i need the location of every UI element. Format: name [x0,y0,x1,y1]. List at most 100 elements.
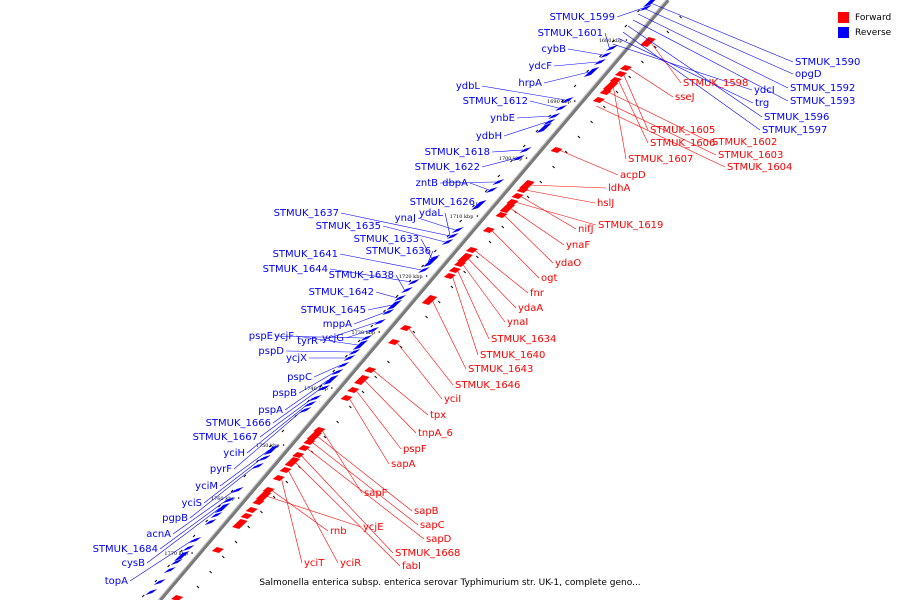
reverse-label-leader [420,238,432,259]
reverse-gene-label: pgpB [162,513,188,524]
forward-label-leader [431,299,467,370]
reverse-label-leader [612,43,753,91]
minor-feature-mark [218,504,221,508]
reverse-label-leader [427,250,434,263]
forward-gene-label: pspF [403,444,427,455]
reverse-gene-label: ydbH [476,131,502,142]
minor-feature-mark [475,255,479,259]
forward-gene-label: sapC [420,520,445,531]
forward-gene-feature [550,147,563,153]
minor-feature-mark [615,90,619,94]
forward-gene-feature [255,491,272,501]
minor-feature-mark [383,309,386,313]
forward-label-leader [396,341,443,400]
reverse-gene-feature [189,537,202,543]
forward-gene-feature [448,267,461,273]
forward-label-leader [300,454,394,554]
reverse-label-leader [246,403,309,454]
forward-gene-feature [347,387,360,393]
minor-feature-mark [272,495,276,499]
minor-feature-mark [641,60,644,64]
reverse-gene-feature [153,579,166,585]
reverse-gene-feature [367,327,380,333]
forward-gene-feature [171,595,184,600]
minor-feature-mark [611,39,615,43]
map-caption: Salmonella enterica subsp. enterica sero… [259,578,641,588]
reverse-label-leader [353,311,386,325]
scale-tick-label: 1770 kbp [164,551,188,557]
forward-label-leader [509,207,565,246]
forward-gene-label: sapD [426,534,452,545]
forward-label-leader [601,99,717,156]
minor-feature-mark [488,240,492,244]
reverse-gene-feature [204,519,217,525]
reverse-gene-feature [352,340,369,350]
reverse-label-leader [345,329,371,339]
reverse-gene-label: ydcF [528,61,552,72]
forward-gene-feature [272,475,285,481]
minor-feature-mark [433,249,437,253]
reverse-label-leader [643,7,794,75]
reverse-label-leader [340,212,451,237]
forward-gene-feature [232,519,248,529]
reverse-gene-feature [373,319,386,325]
forward-gene-label: fnr [530,288,545,299]
scale-tick-label: 1710 kbp [450,214,474,220]
forward-gene-label: STMUK_1607 [628,154,693,165]
reverse-gene-label: mppA [323,319,352,330]
forward-label-leader [294,461,401,567]
forward-label-leader [321,429,363,494]
reverse-label-leader [632,19,789,102]
reverse-gene-label: acnA [146,529,171,540]
forward-gene-label: sapF [364,488,388,499]
reverse-gene-feature [400,287,413,293]
reverse-gene-label: STMUK_1592 [790,83,855,94]
reverse-label-leader [203,457,263,504]
reverse-label-leader [319,321,378,342]
forward-label-leader [287,469,339,564]
reverse-gene-label: STMUK_1622 [415,162,480,173]
legend-forward: Forward [838,10,891,25]
reverse-label-leader [146,507,221,564]
forward-label-leader [306,447,425,540]
reverse-gene-feature [536,123,552,133]
reverse-gene-label: STMUK_1638 [329,270,394,281]
forward-gene-label: ogt [541,273,557,284]
minor-feature-mark [268,444,272,448]
forward-gene-feature [252,499,265,505]
forward-gene-feature [457,253,473,263]
minor-feature-mark [624,24,628,28]
minor-feature-mark [230,489,234,493]
reverse-gene-label: STMUK_1626 [410,197,475,208]
forward-gene-label: ydaA [518,303,543,314]
forward-gene-feature [279,467,292,473]
minor-feature-mark [637,9,640,13]
scale-tick-mark [476,215,479,217]
reverse-gene-label: STMUK_1667 [193,432,258,443]
reverse-gene-label: yciH [223,448,245,459]
reverse-gene-label: tyrR [297,336,318,347]
reverse-gene-feature [309,395,322,401]
scale-tick-label: 1750 kbp [256,443,280,449]
forward-label-leader [457,269,490,340]
forward-gene-feature [340,395,353,401]
reverse-label-leader [339,253,422,271]
reverse-gene-label: STMUK_1635 [316,221,381,232]
minor-feature-mark [450,285,454,289]
minor-feature-mark [472,204,475,208]
forward-gene-feature [240,513,253,519]
reverse-gene-label: opgD [795,69,822,80]
reverse-gene-label: ynaJ [395,213,416,224]
reverse-gene-feature [519,147,532,153]
reverse-label-leader [189,465,256,519]
reverse-gene-label: zntB [416,178,439,189]
forward-label-leader [467,257,517,309]
forward-gene-feature [245,507,258,513]
reverse-label-leader [627,25,763,118]
reverse-gene-feature [317,385,331,391]
reverse-gene-label: pspC [287,372,312,383]
forward-label-leader [408,327,454,386]
minor-feature-mark [412,330,416,334]
forward-gene-feature [399,325,412,331]
forward-gene-feature [614,71,627,77]
